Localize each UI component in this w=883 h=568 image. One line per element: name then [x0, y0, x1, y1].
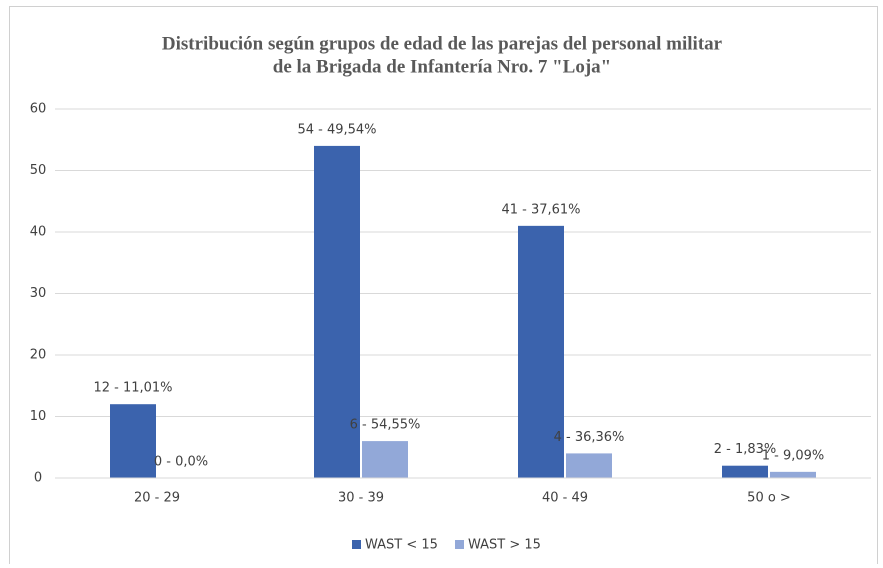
data-label: 1 - 9,09% — [762, 448, 825, 463]
data-label: 12 - 11,01% — [93, 381, 172, 396]
y-tick-label: 0 — [34, 471, 42, 486]
bar — [362, 441, 408, 478]
data-label: 2 - 1,83% — [714, 442, 777, 457]
legend-swatch — [352, 540, 361, 549]
x-tick-label: 40 - 49 — [542, 491, 588, 506]
legend-swatch — [455, 540, 464, 549]
x-tick-label: 50 o > — [747, 491, 791, 506]
bar — [722, 465, 768, 478]
y-tick-label: 20 — [30, 348, 47, 363]
y-tick-label: 50 — [30, 163, 47, 178]
y-tick-label: 40 — [30, 225, 47, 240]
legend-label: WAST < 15 — [365, 538, 438, 553]
data-label: 6 - 54,55% — [350, 418, 421, 433]
y-tick-label: 10 — [30, 409, 47, 424]
data-label: 0 - 0,0% — [154, 455, 208, 470]
bar — [566, 453, 612, 478]
bar — [770, 471, 816, 478]
x-tick-label: 20 - 29 — [134, 491, 180, 506]
chart-title: Distribución según grupos de edad de las… — [162, 33, 723, 54]
chart-title: de la Brigada de Infantería Nro. 7 "Loja… — [273, 56, 611, 77]
chart-border — [9, 6, 878, 567]
bar — [110, 404, 156, 478]
bar — [518, 225, 564, 478]
bar — [314, 145, 360, 478]
y-tick-label: 30 — [30, 286, 47, 301]
data-label: 41 - 37,61% — [501, 202, 580, 217]
x-tick-label: 30 - 39 — [338, 491, 384, 506]
data-label: 54 - 49,54% — [297, 122, 376, 137]
y-tick-label: 60 — [30, 102, 47, 117]
legend-label: WAST > 15 — [468, 538, 541, 553]
data-label: 4 - 36,36% — [554, 430, 625, 445]
